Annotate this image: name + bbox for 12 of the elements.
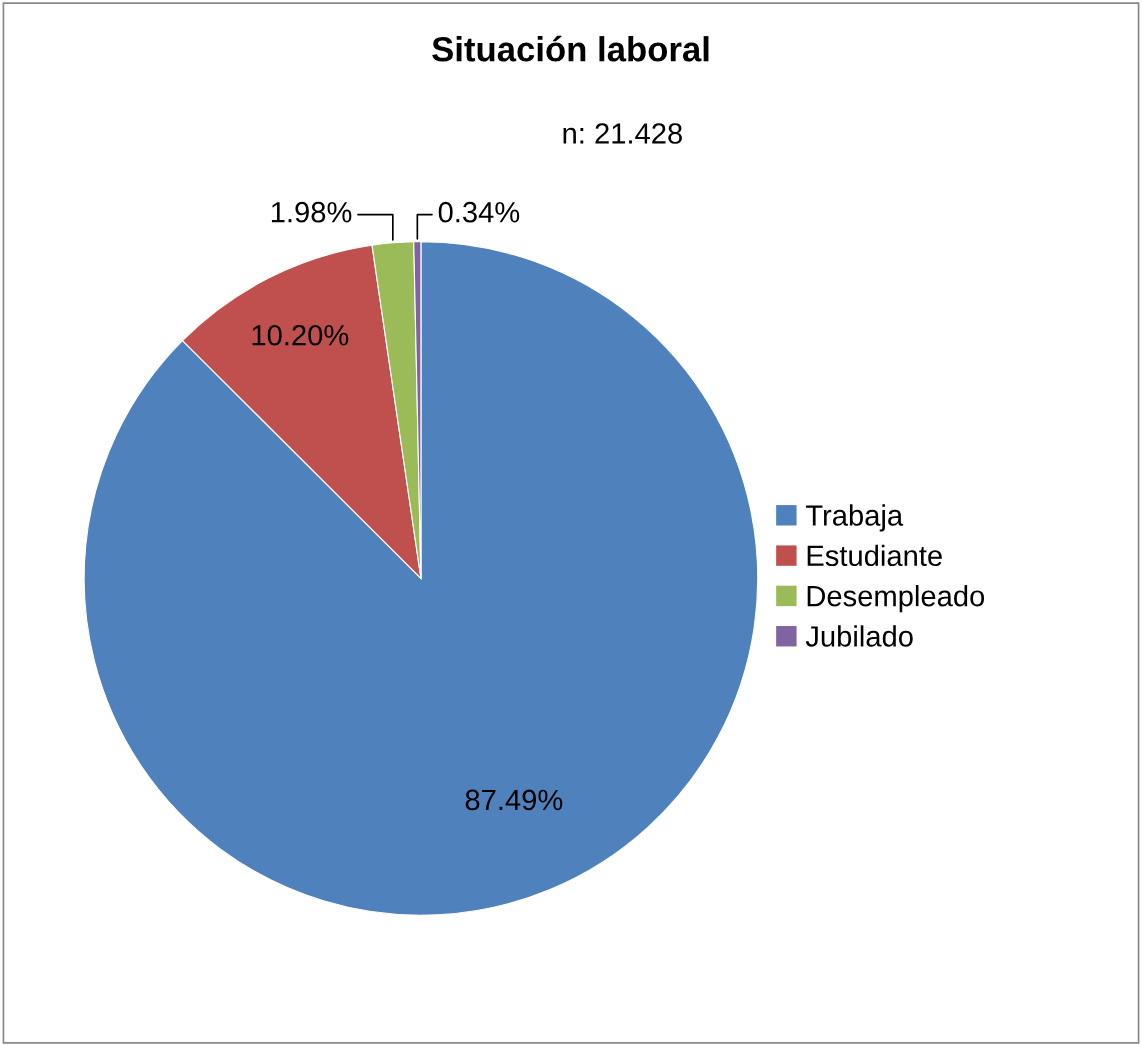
text: n: 21.428: [563, 123, 682, 144]
pie-slice: [83, 241, 759, 916]
legend-label: Jubilado: [805, 625, 913, 647]
data-label: 87.49%: [465, 789, 563, 811]
chart-title: Situación laboral: [432, 35, 709, 62]
legend-label: Estudiante: [807, 544, 942, 567]
data-label: 1.98%: [271, 201, 352, 223]
legend-label: Trabaja: [805, 504, 904, 532]
data-label: 0.34%: [438, 201, 520, 223]
data-label: 10.20%: [252, 324, 349, 346]
legend-label: Desempleado: [807, 585, 985, 613]
pie-slice: [181, 244, 422, 579]
